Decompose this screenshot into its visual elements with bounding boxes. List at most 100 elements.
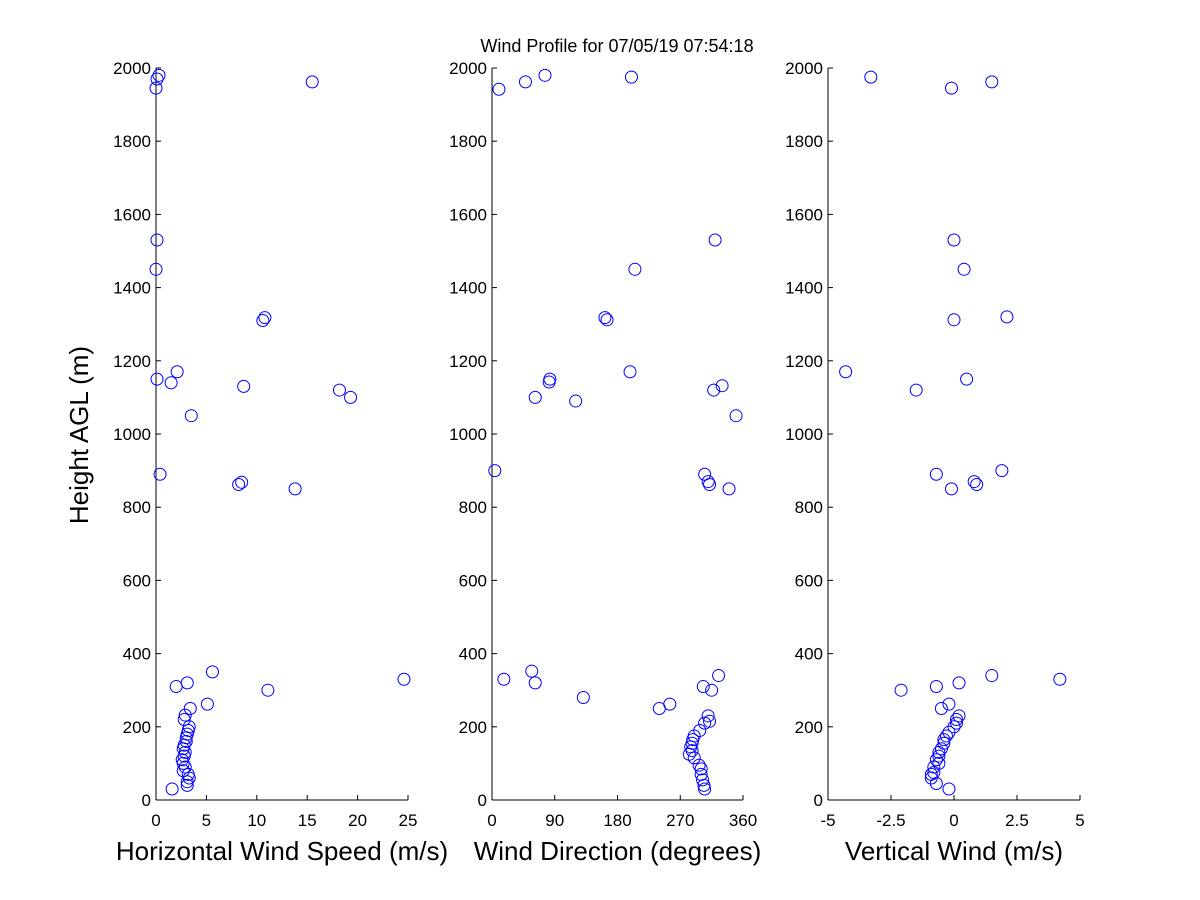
data-point xyxy=(929,680,943,694)
data-point xyxy=(165,782,179,796)
y-tick-label: 1000 xyxy=(449,425,487,444)
data-point xyxy=(205,665,219,679)
data-point xyxy=(952,709,966,723)
data-point xyxy=(929,467,943,481)
y-tick-label: 1600 xyxy=(449,205,487,224)
data-point xyxy=(698,782,712,796)
data-point xyxy=(696,773,710,787)
data-point xyxy=(934,702,948,715)
data-point xyxy=(729,409,743,423)
data-point xyxy=(149,81,163,95)
panel-direction: 0 200 400 600 800 1000 1200 1400 1600 1800 2000 0 90… xyxy=(449,59,761,866)
data-point xyxy=(305,75,319,89)
x-tick-label: 10 xyxy=(247,811,266,830)
y-tick-label: 400 xyxy=(123,645,151,664)
y-tick-label: 600 xyxy=(459,571,487,590)
data-point xyxy=(232,478,246,492)
data-point xyxy=(488,464,502,478)
x-tick-label: 0 xyxy=(949,811,958,830)
data-point xyxy=(929,777,943,791)
y-tick-label: 1600 xyxy=(113,205,151,224)
data-point xyxy=(256,314,270,328)
data-point xyxy=(694,762,708,776)
data-point xyxy=(538,68,552,82)
y-tick-label: 400 xyxy=(459,645,487,664)
data-point xyxy=(839,365,853,379)
y-tick-label: 800 xyxy=(123,498,151,517)
data-point xyxy=(182,771,196,785)
data-point xyxy=(947,313,961,327)
data-point xyxy=(932,745,946,759)
data-point xyxy=(705,683,719,697)
y-tick-label: 800 xyxy=(795,498,823,517)
y-tick-label: 1400 xyxy=(785,279,823,298)
panel-vertical: 0 200 400 600 800 1000 1200 1400 1600 1800 2000 -5 -… xyxy=(785,59,1085,866)
data-point xyxy=(909,383,923,397)
data-point xyxy=(957,262,971,276)
x-axis-label-vertical: Vertical Wind (m/s) xyxy=(845,836,1063,866)
x-axis-label-speed: Horizontal Wind Speed (m/s) xyxy=(116,836,448,866)
x-tick-label: 20 xyxy=(348,811,367,830)
data-point xyxy=(682,747,696,761)
data-point xyxy=(288,482,302,496)
data-point xyxy=(864,70,878,84)
data-point xyxy=(170,365,184,379)
data-point xyxy=(696,680,710,694)
data-point xyxy=(708,233,722,247)
data-point xyxy=(628,262,642,276)
y-tick-label: 1200 xyxy=(113,352,151,371)
y-tick-label: 800 xyxy=(459,498,487,517)
data-point xyxy=(970,478,984,492)
x-tick-label: 5 xyxy=(1075,811,1084,830)
data-point xyxy=(950,712,964,726)
data-point xyxy=(518,75,532,89)
data-point xyxy=(178,708,192,722)
data-point xyxy=(492,82,506,96)
data-point xyxy=(150,72,164,86)
data-point xyxy=(685,744,699,758)
data-point xyxy=(569,394,583,408)
y-tick-label: 600 xyxy=(123,571,151,590)
data-point xyxy=(722,482,736,496)
data-point xyxy=(184,409,198,423)
data-point xyxy=(183,702,197,715)
data-point xyxy=(967,475,981,489)
y-tick-label: 1200 xyxy=(449,352,487,371)
data-point xyxy=(576,691,590,705)
data-point xyxy=(692,758,706,772)
data-point xyxy=(952,676,966,690)
data-point xyxy=(332,383,346,397)
data-point xyxy=(153,467,167,481)
data-point xyxy=(258,311,272,325)
data-point xyxy=(169,680,183,694)
data-point xyxy=(623,365,637,379)
y-tick-label: 0 xyxy=(478,791,487,810)
data-point xyxy=(715,379,729,393)
data-point xyxy=(985,669,999,683)
y-tick-label: 200 xyxy=(459,718,487,737)
x-tick-label: 90 xyxy=(545,811,564,830)
x-axis-label-direction: Wind Direction (degrees) xyxy=(474,836,762,866)
y-tick-label: 2000 xyxy=(113,59,151,78)
data-point xyxy=(929,753,943,767)
data-point xyxy=(176,756,190,770)
data-point xyxy=(701,475,715,489)
data-point xyxy=(944,81,958,95)
data-point xyxy=(703,478,717,492)
data-point xyxy=(934,742,948,756)
data-point xyxy=(944,482,958,496)
data-point xyxy=(598,311,612,325)
y-tick-label: 0 xyxy=(814,791,823,810)
data-point xyxy=(180,778,194,792)
data-point xyxy=(937,733,951,747)
data-point xyxy=(995,464,1009,478)
data-point xyxy=(164,376,178,390)
y-tick-label: 200 xyxy=(795,718,823,737)
data-point xyxy=(261,683,275,697)
data-point xyxy=(600,313,614,327)
data-point xyxy=(200,697,214,711)
data-point xyxy=(942,782,956,796)
data-point xyxy=(150,372,164,386)
